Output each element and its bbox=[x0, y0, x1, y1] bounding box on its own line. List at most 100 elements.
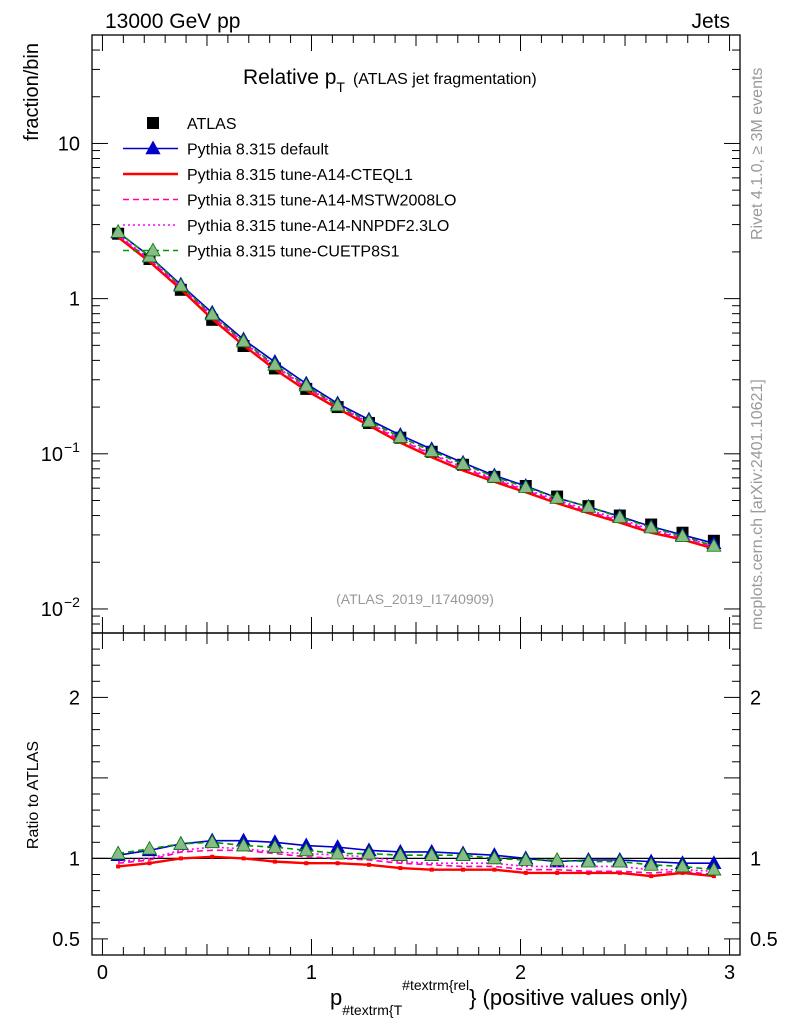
legend-entry: Pythia 8.315 tune-A14-MSTW2008LO bbox=[123, 193, 456, 210]
ratio-panel-frame bbox=[91, 632, 741, 956]
main-ylabel: fraction/bin bbox=[21, 43, 43, 141]
ratio-ytick-label: 0.5 bbox=[52, 929, 80, 951]
series-marker bbox=[461, 867, 466, 872]
ratio-xtick-label: 3 bbox=[724, 962, 735, 984]
series-marker bbox=[361, 413, 377, 428]
legend: ATLAS Pythia 8.315 default Pythia 8.315 tu… bbox=[123, 116, 456, 261]
series-marker bbox=[518, 851, 534, 866]
series-marker bbox=[617, 870, 622, 875]
xlabel-tail: } (positive values only) bbox=[469, 985, 688, 1010]
legend-marker bbox=[147, 117, 159, 129]
series-line bbox=[117, 231, 715, 547]
xlabel-sup: #textrm{rel bbox=[402, 977, 469, 993]
series-marker bbox=[392, 429, 408, 443]
energy-label: 13000 GeV pp bbox=[105, 10, 240, 33]
series-marker bbox=[674, 858, 691, 873]
series-pythia-8-315-tune-a14-cteql1 bbox=[117, 236, 715, 550]
title-note: (ATLAS jet fragmentation) bbox=[353, 71, 537, 88]
series-marker bbox=[580, 498, 597, 513]
ratio-ytick-label: 1 bbox=[69, 848, 80, 870]
legend-entry: Pythia 8.315 tune-A14-NNPDF2.3LO bbox=[123, 218, 449, 235]
xlabel-main: p bbox=[330, 985, 342, 1010]
series-pythia-8-315-tune-cuetp8s1 bbox=[110, 223, 722, 552]
series-pythia-8-315-default bbox=[110, 224, 722, 550]
ratio-ytick-label-right: 1 bbox=[750, 848, 761, 870]
series-marker bbox=[235, 333, 252, 348]
series-marker bbox=[549, 489, 565, 504]
series-marker bbox=[272, 859, 277, 864]
series-marker bbox=[204, 306, 220, 321]
series-marker bbox=[398, 866, 403, 871]
main-ytick-label: 10−1 bbox=[41, 439, 80, 466]
main-ytick-label: 1 bbox=[69, 289, 80, 311]
ratio-ytick-label-right: 0.5 bbox=[750, 929, 778, 951]
series-marker bbox=[110, 223, 126, 238]
series-marker bbox=[486, 468, 503, 483]
series-pythia-8-315-tune-a14-mstw2008lo bbox=[118, 849, 714, 876]
legend-marker bbox=[145, 242, 161, 257]
ratio-series bbox=[110, 832, 722, 879]
series-pythia-8-315-tune-a14-mstw2008lo bbox=[117, 234, 715, 548]
plot-title: Relative pT (ATLAS jet fragmentation) bbox=[243, 66, 537, 95]
ratio-axes: 0 1 2 3 2 2 1 1 0.5 0.5 bbox=[52, 632, 778, 984]
ratio-xtick-label: 1 bbox=[306, 962, 317, 984]
series-marker bbox=[210, 854, 215, 859]
series-marker bbox=[612, 509, 628, 524]
series-marker bbox=[549, 851, 565, 866]
series-pythia-8-315-tune-a14-nnpdf2-3lo bbox=[117, 234, 715, 547]
ratio-ylabel: Ratio to ATLAS bbox=[25, 741, 42, 849]
series-marker bbox=[267, 839, 283, 853]
series-marker bbox=[298, 377, 314, 392]
series-marker bbox=[711, 874, 716, 879]
series-marker bbox=[329, 397, 346, 412]
main-series bbox=[110, 223, 722, 552]
series-marker bbox=[110, 845, 126, 860]
series-line bbox=[118, 855, 714, 878]
title-sub: T bbox=[336, 79, 345, 95]
legend-label: Pythia 8.315 tune-CUETP8S1 bbox=[187, 244, 400, 261]
main-ytick-label: 10−2 bbox=[41, 594, 80, 621]
series-marker bbox=[329, 845, 346, 860]
legend-marker bbox=[145, 140, 161, 155]
legend-label: Pythia 8.315 tune-A14-CTEQL1 bbox=[187, 167, 413, 184]
ratio-ytick-label: 2 bbox=[69, 687, 80, 709]
legend-entry: ATLAS bbox=[147, 116, 237, 133]
series-marker bbox=[204, 834, 220, 849]
series-marker bbox=[424, 847, 440, 861]
series-marker bbox=[173, 277, 189, 292]
analysis-label: (ATLAS_2019_I1740909) bbox=[336, 591, 494, 607]
series-line bbox=[117, 231, 715, 545]
source-label: mcplots.cern.ch [arXiv:2401.10621] bbox=[749, 379, 766, 630]
ratio-xtick-label: 0 bbox=[97, 962, 108, 984]
series-atlas bbox=[112, 227, 720, 547]
legend-label: Pythia 8.315 tune-A14-NNPDF2.3LO bbox=[187, 218, 449, 235]
series-marker bbox=[173, 835, 189, 850]
series-marker bbox=[523, 870, 528, 875]
legend-label: Pythia 8.315 default bbox=[187, 142, 329, 159]
process-label: Jets bbox=[691, 10, 730, 33]
x-axis-title: p#textrm{T#textrm{rel} (positive values … bbox=[330, 977, 688, 1018]
series-marker bbox=[241, 856, 246, 861]
series-marker bbox=[674, 528, 691, 542]
legend-entry: Pythia 8.315 tune-CUETP8S1 bbox=[123, 242, 400, 261]
main-ytick-label: 10 bbox=[58, 133, 80, 155]
series-marker bbox=[580, 853, 597, 868]
series-pythia-8-315-tune-a14-cteql1 bbox=[116, 854, 716, 879]
series-marker bbox=[304, 861, 309, 866]
series-marker bbox=[706, 861, 722, 876]
series-marker bbox=[643, 519, 659, 534]
series-marker bbox=[267, 356, 283, 371]
series-line bbox=[118, 839, 714, 865]
series-marker bbox=[586, 870, 591, 875]
xlabel-sub: #textrm{T bbox=[342, 1002, 402, 1018]
series-marker bbox=[298, 842, 314, 857]
series-marker bbox=[424, 443, 440, 457]
series-marker bbox=[178, 856, 183, 861]
ratio-ytick-label-right: 2 bbox=[750, 687, 761, 709]
series-marker bbox=[429, 867, 434, 872]
series-marker bbox=[141, 840, 158, 855]
series-marker bbox=[649, 874, 654, 879]
series-line bbox=[117, 236, 715, 550]
series-marker bbox=[455, 847, 471, 861]
